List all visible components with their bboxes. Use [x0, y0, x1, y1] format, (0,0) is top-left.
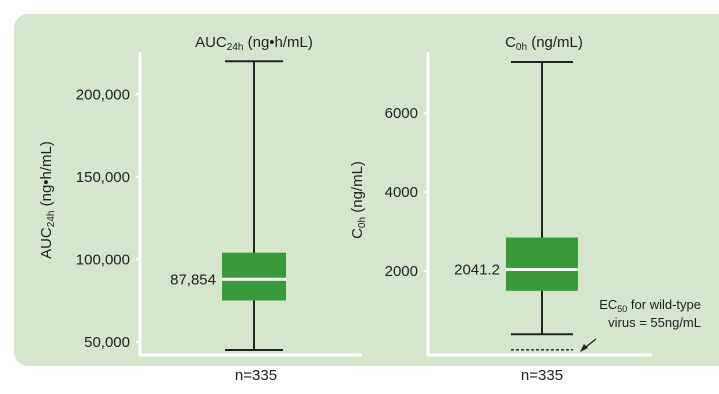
y-tick-label: 100,000 — [76, 251, 130, 268]
ec50-annotation-line2: virus = 55ng/mL — [608, 315, 701, 330]
y-tick-label: 2000 — [385, 263, 418, 280]
auc-chart: AUC24h (ng•h/mL) AUC24h (ng•h/mL) 50,000… — [38, 34, 362, 384]
y-tick-label: 200,000 — [76, 86, 130, 103]
chart-panel — [14, 14, 719, 366]
y-tick-label: 6000 — [385, 105, 418, 122]
c0h-chart: C0h (ng/mL) C0h (ng/mL) 2000 4000 6000 204… — [349, 34, 701, 384]
c0h-median-label: 2041.2 — [454, 261, 500, 278]
ec50-arrow-head — [580, 344, 588, 352]
auc-n-label: n=335 — [235, 367, 277, 384]
auc-y-ticks: 50,000 100,000 150,000 200,000 — [76, 86, 140, 351]
c0h-n-label: n=335 — [521, 367, 563, 384]
c0h-title: C0h (ng/mL) — [505, 34, 583, 53]
c0h-y-ticks: 2000 4000 6000 — [385, 105, 428, 280]
auc-box — [222, 252, 286, 301]
ec50-annotation-line1: EC50 for wild-type — [599, 297, 701, 314]
auc-y-axis-label: AUC24h (ng•h/mL) — [38, 141, 57, 259]
auc-title: AUC24h (ng•h/mL) — [195, 34, 313, 53]
auc-median-label: 87,854 — [170, 271, 216, 288]
c0h-box — [506, 237, 578, 291]
y-tick-label: 50,000 — [84, 334, 130, 351]
y-tick-label: 4000 — [385, 184, 418, 201]
c0h-y-axis-label: C0h (ng/mL) — [349, 161, 368, 239]
y-tick-label: 150,000 — [76, 169, 130, 186]
